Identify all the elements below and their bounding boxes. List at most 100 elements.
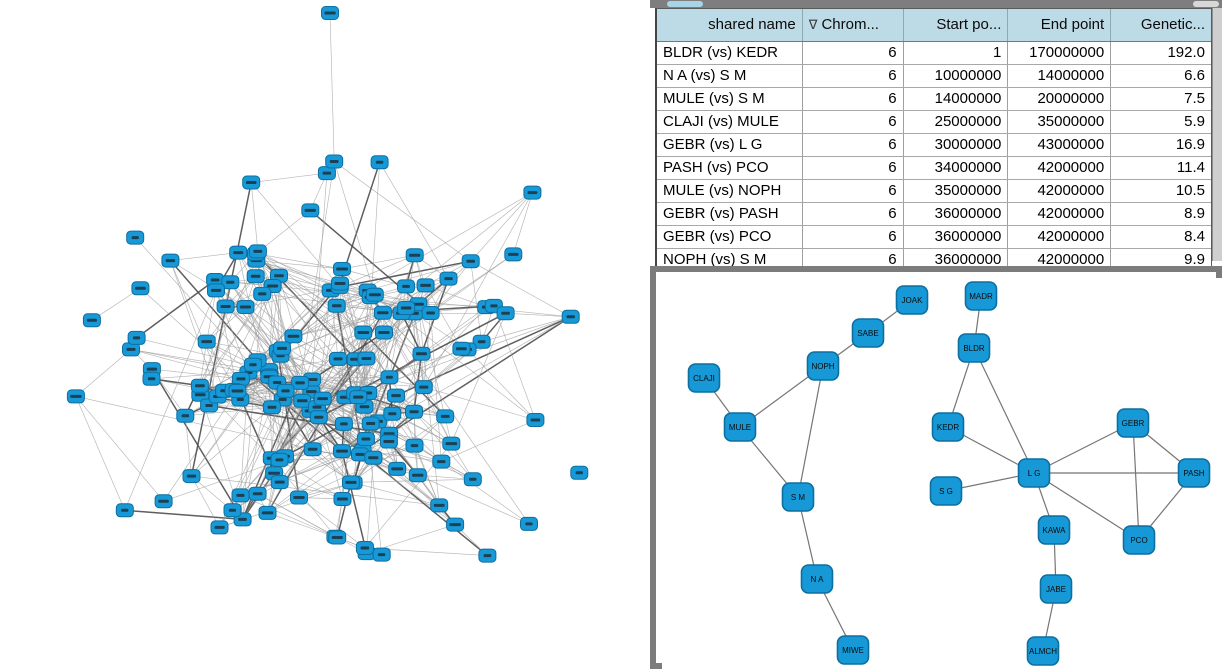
network-node-JABE[interactable]: JABE (1039, 574, 1073, 604)
network-edge[interactable] (257, 493, 338, 538)
network-edge[interactable] (277, 350, 300, 498)
network-edge[interactable] (339, 254, 415, 288)
network-edge[interactable] (359, 454, 456, 525)
table-row[interactable]: MULE (vs) S M 6 14000000 20000000 7.5 (657, 88, 1211, 111)
network-node[interactable] (561, 309, 580, 324)
network-node[interactable] (327, 298, 346, 313)
network-node[interactable] (270, 452, 289, 467)
network-node[interactable] (364, 450, 383, 465)
network-node[interactable] (373, 305, 392, 320)
network-edge[interactable] (75, 349, 132, 397)
network-node[interactable] (351, 447, 369, 462)
network-node[interactable] (236, 300, 255, 314)
table-row[interactable]: GEBR (vs) PASH 6 36000000 42000000 8.9 (657, 203, 1211, 226)
network-node[interactable] (504, 247, 523, 262)
network-edge[interactable] (298, 497, 366, 549)
network-edge-GEBR-L G[interactable] (1033, 422, 1134, 474)
network-edge[interactable] (271, 407, 286, 457)
network-node[interactable] (313, 391, 332, 406)
network-node-ALMCH[interactable]: ALMCH (1026, 636, 1060, 666)
table-row[interactable]: NOPH (vs) S M 6 36000000 42000000 9.9 (657, 249, 1211, 271)
network-node[interactable] (221, 275, 240, 290)
network-edge[interactable] (421, 306, 487, 355)
network-node[interactable] (356, 432, 375, 446)
network-edge[interactable] (364, 406, 383, 555)
network-node[interactable] (210, 520, 229, 535)
network-node[interactable] (301, 203, 320, 218)
network-node-NOPH[interactable]: NOPH (806, 351, 840, 381)
network-edge[interactable] (425, 285, 487, 308)
network-node[interactable] (246, 269, 265, 284)
network-edge[interactable] (481, 316, 571, 343)
network-node[interactable] (258, 505, 277, 520)
network-edge[interactable] (441, 461, 530, 525)
network-edge[interactable] (423, 386, 536, 421)
network-node[interactable] (82, 313, 101, 328)
network-node[interactable] (161, 253, 180, 268)
network-edge[interactable] (136, 279, 216, 339)
network-edge[interactable] (467, 349, 536, 421)
network-edge[interactable] (282, 399, 314, 450)
network-edge[interactable] (298, 445, 415, 498)
network-node[interactable] (496, 306, 515, 321)
network-edge[interactable] (339, 260, 471, 288)
network-edge[interactable] (358, 396, 452, 444)
network-edge[interactable] (350, 416, 446, 483)
network-node[interactable] (248, 244, 267, 259)
network-node[interactable] (317, 166, 336, 181)
network-edge[interactable] (237, 390, 352, 483)
network-node[interactable] (182, 469, 201, 484)
network-edge[interactable] (230, 282, 281, 356)
network-node[interactable] (273, 341, 291, 356)
network-edge[interactable] (257, 251, 301, 383)
network-node[interactable] (127, 330, 146, 345)
network-node[interactable] (242, 175, 261, 190)
network-node[interactable] (383, 406, 402, 421)
table-row[interactable]: MULE (vs) NOPH 6 35000000 42000000 10.5 (657, 180, 1211, 203)
network-node[interactable] (432, 454, 451, 469)
network-edge[interactable] (322, 398, 390, 442)
network-node[interactable] (570, 465, 589, 480)
network-node[interactable] (115, 503, 134, 518)
network-edge[interactable] (299, 312, 431, 384)
network-edge[interactable] (206, 341, 281, 357)
network-node-S G[interactable]: S G (929, 476, 963, 506)
network-edge[interactable] (379, 162, 449, 279)
network-node-N A[interactable]: N A (800, 564, 834, 594)
network-node[interactable] (408, 468, 427, 483)
network-edge[interactable] (267, 512, 338, 538)
network-node[interactable] (520, 516, 538, 531)
network-edge[interactable] (336, 305, 390, 378)
network-edge[interactable] (470, 260, 571, 318)
network-edge[interactable] (190, 182, 252, 477)
network-node[interactable] (290, 490, 308, 505)
network-node[interactable] (228, 384, 247, 398)
network-node[interactable] (223, 503, 242, 518)
network-node[interactable] (331, 276, 349, 291)
network-edge[interactable] (191, 475, 220, 528)
network-node[interactable] (430, 498, 449, 513)
network-edge[interactable] (199, 285, 273, 386)
network-edge[interactable] (365, 438, 442, 462)
network-edge[interactable] (329, 12, 335, 162)
network-node[interactable] (442, 436, 461, 451)
network-edge[interactable] (75, 396, 164, 502)
network-node[interactable] (461, 254, 480, 269)
network-node[interactable] (291, 375, 310, 390)
network-edge[interactable] (272, 285, 339, 360)
column-header-genetic[interactable]: Genetic... (1111, 9, 1211, 41)
network-edge[interactable] (430, 254, 514, 314)
network-edge[interactable] (184, 415, 192, 477)
network-node[interactable] (355, 541, 374, 555)
network-edge[interactable] (418, 304, 440, 506)
network-edge[interactable] (505, 312, 571, 318)
table-row[interactable]: GEBR (vs) L G 6 30000000 43000000 16.9 (657, 134, 1211, 157)
network-node-BLDR[interactable]: BLDR (957, 333, 991, 363)
network-node[interactable] (387, 388, 405, 403)
network-node[interactable] (405, 404, 423, 419)
network-node-SABE[interactable]: SABE (851, 318, 885, 348)
network-edge[interactable] (191, 475, 440, 506)
network-node[interactable] (446, 517, 465, 532)
network-node[interactable] (416, 278, 435, 293)
network-edge-GEBR-PCO[interactable] (1132, 422, 1140, 541)
